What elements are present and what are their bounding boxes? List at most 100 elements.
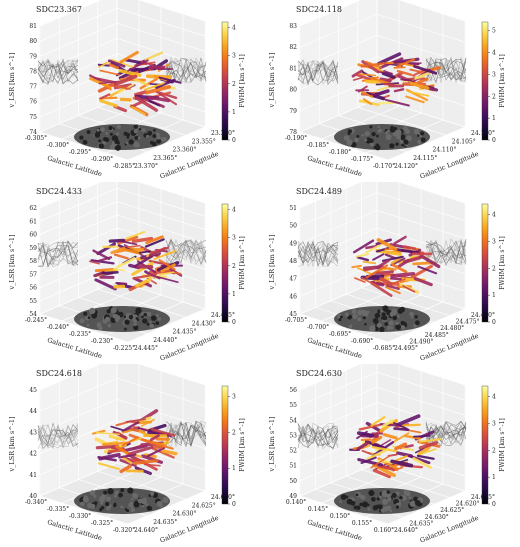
floor-projection-speck <box>105 316 110 322</box>
z-tick-label: 80 <box>289 87 297 94</box>
data-filament <box>376 70 393 75</box>
data-filament <box>138 250 151 254</box>
floor-projection-speck <box>389 326 394 330</box>
floor-projection-speck <box>400 320 405 325</box>
data-filament <box>151 447 175 459</box>
data-filament <box>150 427 176 437</box>
data-filament <box>379 77 392 83</box>
floor-projection-speck <box>133 325 139 331</box>
z-tick-label: 60 <box>29 232 37 239</box>
grid-line-y <box>97 365 186 500</box>
floor-projection-speck <box>361 501 369 508</box>
floor-projection-speck <box>99 495 106 503</box>
floor-projection-speck <box>364 138 368 142</box>
data-filament <box>413 65 438 75</box>
floor-projection-speck <box>386 490 391 494</box>
z-tick-label: 55 <box>29 298 37 305</box>
z-tick-label: 55 <box>289 402 297 409</box>
data-cloud <box>351 235 441 297</box>
data-filament <box>409 68 422 73</box>
floor-projection-speck <box>406 135 412 142</box>
y-tick-label: 24.105° <box>452 138 476 145</box>
x-tick-label: -0.290° <box>91 156 113 163</box>
data-filament <box>102 441 129 446</box>
y-tick-label: 24.635° <box>409 520 433 527</box>
grid-line-y <box>116 0 206 128</box>
data-filament <box>410 62 422 66</box>
data-filament <box>352 76 364 81</box>
data-filament <box>405 95 425 104</box>
colorbar-tick-label: 1 <box>232 465 236 472</box>
wall-projection-right-filament <box>425 245 467 266</box>
floor-projection-speck <box>408 496 412 499</box>
floor-projection-speck <box>109 132 113 136</box>
data-filament <box>90 259 115 265</box>
x-tick-label: -0.700° <box>307 324 329 331</box>
floor-projection-speck <box>343 135 350 141</box>
floor-projection-speck <box>391 493 397 498</box>
colorbar-tick-label: 2 <box>232 429 236 436</box>
floor-projection-speck <box>82 139 88 145</box>
colorbar-ticks: 0 1 2 3 4 5 <box>488 28 496 144</box>
floor-projection-speck <box>364 131 370 137</box>
grid-line-z <box>299 364 466 391</box>
z-tick-label: 50 <box>289 223 297 230</box>
data-filament <box>127 59 149 72</box>
floor-projection-speck <box>128 139 134 145</box>
wall-projection-right-filament <box>165 59 207 69</box>
grid-line-z <box>39 182 206 209</box>
floor-projection-speck <box>356 134 360 138</box>
tick-labels: 40 41 42 43 44 45 -0.340°-0.335°-0.330°-0.325°… <box>25 387 235 534</box>
data-filament <box>113 284 126 289</box>
x-tick-label: -0.340° <box>25 499 47 506</box>
z-tick-label: 49 <box>289 493 297 500</box>
wall-projection-left-filament <box>297 422 339 446</box>
panel-title: SDC24.630 <box>296 369 342 378</box>
floor-projection-speck <box>102 141 106 145</box>
wall-projection-left-filament <box>297 240 339 268</box>
floor-projection-speck <box>103 136 108 142</box>
z-tick-label: 74 <box>29 129 37 136</box>
data-filament <box>95 444 120 450</box>
data-filament <box>375 259 390 270</box>
wall-projection-right-filament <box>425 427 467 446</box>
y-tick-label: 24.440° <box>153 337 177 344</box>
data-filament <box>101 271 119 275</box>
floor-projection-speck <box>401 143 404 147</box>
floor-projection-speck <box>114 144 121 151</box>
wall-projection-left <box>297 422 339 450</box>
floor-projection-speck <box>125 509 130 513</box>
data-filament <box>148 441 174 450</box>
colorbar-tick-label: 0 <box>492 137 496 144</box>
wall-projection-left <box>37 240 79 268</box>
data-filament <box>95 431 120 436</box>
panel-sdc24-433: 54 55 56 57 58 59 60 61 62 -0.245° -0.240° -0.235° -… <box>0 182 260 364</box>
y-tick-label: 24.475° <box>456 319 480 326</box>
x-tick-label: -0.295° <box>69 149 91 156</box>
data-filament <box>145 235 164 245</box>
z-tick-label: 78 <box>29 68 37 75</box>
z-tick-label: 81 <box>29 23 37 30</box>
data-filament <box>361 449 372 455</box>
data-filament <box>379 277 393 286</box>
data-filament <box>416 454 435 460</box>
data-filament <box>361 60 380 74</box>
x-tick-label: -0.185° <box>307 142 329 149</box>
wall-projection-left-filament <box>297 242 339 264</box>
y-tick-label: 24.445° <box>134 345 158 352</box>
z-tick-label: 57 <box>29 271 37 278</box>
data-filament <box>133 458 159 465</box>
data-cloud <box>351 52 442 107</box>
floor-projection-speck <box>361 309 366 314</box>
data-filament <box>408 91 430 97</box>
y-tick-label: 24.620° <box>456 501 480 508</box>
floor-projection-speck <box>91 312 98 319</box>
panel-title: SDC24.618 <box>36 369 82 378</box>
z-tick-label: 48 <box>289 258 297 265</box>
data-filament <box>372 444 385 449</box>
z-tick-label: 58 <box>29 258 37 265</box>
colorbar-tick-label: 1 <box>492 292 496 299</box>
floor-projection-speck <box>380 309 383 313</box>
chart-sdc23-367: 7475767778798081-0.305°-0.300°-0.295°-0.… <box>8 0 246 181</box>
floor-projection-speck <box>379 495 382 499</box>
